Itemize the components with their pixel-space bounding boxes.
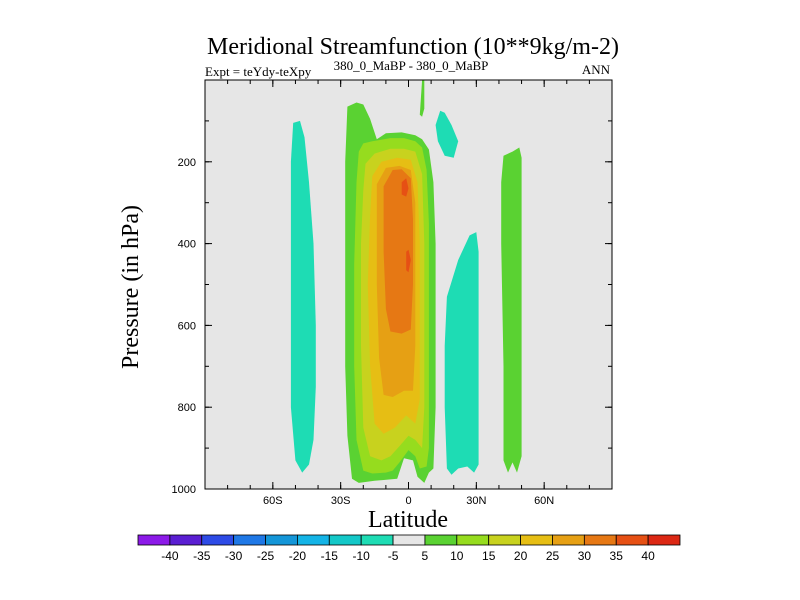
colorbar-label: -15 bbox=[321, 549, 339, 563]
x-tick-label: 60S bbox=[263, 495, 283, 507]
colorbar-label: 20 bbox=[514, 549, 528, 563]
colorbar-label: -10 bbox=[353, 549, 371, 563]
colorbar-swatch bbox=[647, 534, 681, 546]
colorbar-label: 15 bbox=[482, 549, 496, 563]
x-tick-label: 30S bbox=[331, 495, 351, 507]
x-tick-label: 30N bbox=[466, 495, 486, 507]
colorbar-swatch bbox=[265, 534, 298, 546]
colorbar-swatch bbox=[488, 534, 521, 546]
contour-band-neg-60S bbox=[290, 120, 316, 473]
colorbar-swatch bbox=[360, 534, 394, 546]
colorbar-label: -35 bbox=[193, 549, 211, 563]
colorbar-swatch bbox=[137, 534, 171, 546]
x-tick-label: 0 bbox=[405, 495, 411, 507]
colorbar-swatch bbox=[392, 534, 426, 546]
colorbar-swatch bbox=[328, 534, 362, 546]
contour-tongue-pos-eq bbox=[419, 80, 425, 117]
colorbar-label: -20 bbox=[289, 549, 307, 563]
chart-title: Meridional Streamfunction (10**9kg/m-2) bbox=[207, 34, 619, 60]
contour-cell-35-lower bbox=[406, 249, 411, 273]
y-axis-label: Pressure (in hPa) bbox=[118, 205, 144, 369]
y-tick-label: 600 bbox=[178, 320, 196, 332]
colorbar-label: -25 bbox=[257, 549, 275, 563]
x-tick-label: 60N bbox=[534, 495, 554, 507]
y-tick-label: 1000 bbox=[172, 484, 196, 496]
colorbar-swatch bbox=[201, 534, 235, 546]
center-label: 380_0_MaBP - 380_0_MaBP bbox=[334, 58, 489, 73]
contour-band-pos-45N bbox=[501, 147, 522, 473]
colorbar-swatch bbox=[233, 534, 266, 546]
y-tick-label: 200 bbox=[178, 157, 196, 169]
colorbar-swatch bbox=[615, 534, 649, 546]
colorbar-swatch bbox=[583, 534, 617, 546]
colorbar-label: -40 bbox=[161, 549, 179, 563]
colorbar-label: 30 bbox=[578, 549, 592, 563]
contour-cell-30 bbox=[383, 169, 413, 334]
colorbar-swatch bbox=[169, 534, 203, 546]
colorbar-swatch bbox=[424, 534, 458, 546]
colorbar: -40 -35 -30 -25 -20 -15 -10 -5 5 10 15 20 25 30 35 40 bbox=[137, 534, 681, 563]
plot-area: 60S 30S 0 30N 60N 200 400 600 800 1000 bbox=[172, 79, 613, 507]
colorbar-label: -30 bbox=[225, 549, 243, 563]
contour-band-neg-25N bbox=[444, 232, 479, 475]
right-label: ANN bbox=[582, 62, 611, 77]
colorbar-swatch bbox=[297, 534, 330, 546]
left-label: Expt = teYdy-teXpy bbox=[205, 64, 312, 79]
y-tick-label: 800 bbox=[178, 402, 196, 414]
contour-cell-35-upper bbox=[401, 178, 409, 197]
colorbar-swatch bbox=[456, 534, 490, 546]
colorbar-swatch bbox=[552, 534, 585, 546]
colorbar-label: 25 bbox=[546, 549, 560, 563]
y-tick-label: 400 bbox=[178, 239, 196, 251]
x-axis-label: Latitude bbox=[368, 507, 448, 533]
colorbar-label: 35 bbox=[610, 549, 624, 563]
colorbar-label: 40 bbox=[641, 549, 655, 563]
colorbar-label: 5 bbox=[422, 549, 429, 563]
colorbar-swatch bbox=[520, 534, 553, 546]
colorbar-label: -5 bbox=[388, 549, 399, 563]
contour-blob-neg-15N bbox=[435, 110, 459, 158]
colorbar-label: 10 bbox=[450, 549, 464, 563]
